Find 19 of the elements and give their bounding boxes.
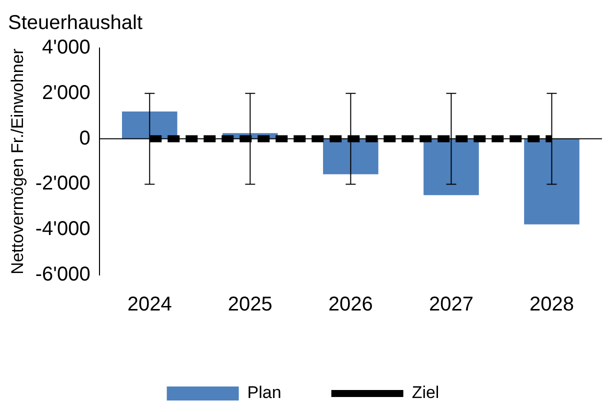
y-tick-label: 0	[79, 127, 90, 150]
y-tick-label: -4'000	[35, 218, 90, 240]
y-tick-label: 2'000	[42, 82, 90, 104]
bar	[122, 112, 178, 139]
y-tick-label: -2'000	[35, 172, 90, 195]
y-tick-label: 4'000	[42, 36, 90, 59]
bar	[424, 138, 479, 196]
x-tick-label: 2025	[228, 294, 272, 316]
x-tick-label: 2027	[428, 294, 474, 316]
chart-title: Steuerhaushalt	[8, 12, 143, 35]
x-tick-label: 2026	[328, 294, 373, 316]
y-tick-label: -6'000	[35, 264, 90, 286]
legend-label: Plan	[247, 383, 282, 402]
x-tick-label: 2024	[127, 294, 172, 316]
y-axis-title: Nettovermögen Fr./Einwohner	[8, 48, 27, 274]
bar	[323, 138, 378, 174]
bar	[524, 138, 580, 224]
x-tick-label: 2028	[529, 294, 574, 316]
legend-label: Ziel	[412, 383, 440, 402]
